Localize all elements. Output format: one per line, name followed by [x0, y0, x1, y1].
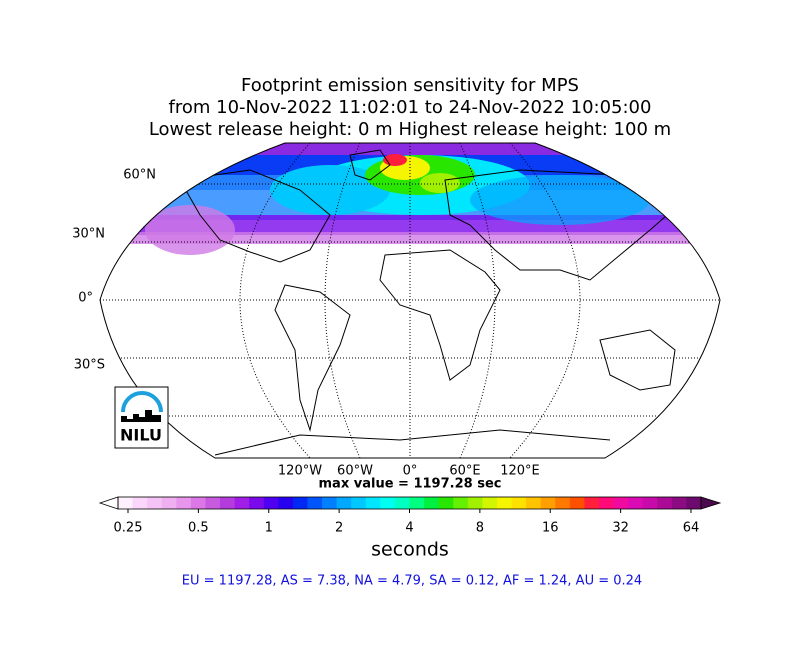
lon-label: 60°E — [449, 464, 480, 479]
lat-label: 0° — [78, 291, 93, 306]
logo-text: NILU — [120, 426, 162, 445]
logo-skyline — [121, 410, 161, 422]
colorbar-bin — [511, 497, 527, 509]
colorbar-under — [98, 496, 119, 510]
colorbar-bin — [598, 497, 615, 509]
colorbar-bin — [336, 497, 352, 509]
colorbar-over — [700, 496, 722, 510]
colorbar-label: seconds — [371, 539, 449, 561]
colorbar-bin — [569, 497, 585, 509]
graticule — [100, 143, 720, 458]
colorbar-bin — [351, 497, 367, 509]
colorbar-bin — [496, 497, 513, 509]
colorbar-bin — [220, 497, 236, 509]
lat-label: 30°N — [72, 227, 105, 242]
colorbar-bin — [234, 497, 250, 509]
colorbar-bin — [584, 497, 600, 509]
colorbar-tick-label: 8 — [476, 521, 484, 536]
colorbar-tick-label: 16 — [542, 521, 559, 536]
colorbar-bin — [628, 497, 644, 509]
colorbar-bin — [118, 497, 134, 509]
colorbar-bin — [147, 497, 163, 509]
colorbar-bin — [249, 497, 265, 509]
colorbar-bin — [613, 497, 629, 509]
colorbar-tick-label: 32 — [612, 521, 629, 536]
colorbar-bin — [671, 497, 687, 509]
region-totals: EU = 1197.28, AS = 7.38, NA = 4.79, SA =… — [182, 574, 642, 589]
colorbar-bin — [132, 497, 148, 509]
colorbar-bin — [292, 497, 308, 509]
colorbar-bin — [453, 497, 469, 509]
lon-label: 0° — [403, 464, 418, 479]
colorbar-bin — [278, 497, 294, 509]
title-line: from 10-Nov-2022 11:02:01 to 24-Nov-2022… — [169, 97, 652, 118]
logo: NILU — [114, 386, 169, 449]
colorbar: 0.25 0.5 1 2 4 8 16 32 64 — [98, 496, 722, 536]
logo-arc — [121, 391, 163, 413]
colorbar-tick-label: 1 — [265, 521, 273, 536]
colorbar-bin — [176, 497, 192, 509]
colorbar-bin — [365, 497, 381, 509]
lat-label: 30°S — [74, 358, 105, 373]
colorbar-bin — [190, 497, 206, 509]
colorbar-bin — [657, 497, 673, 509]
colorbar-tick-label: 4 — [405, 521, 413, 536]
title-line: Footprint emission sensitivity for MPS — [241, 75, 579, 96]
colorbar-bin — [526, 497, 542, 509]
sensitivity-field — [100, 143, 720, 255]
colorbar-bin — [380, 497, 396, 509]
colorbar-bin — [482, 497, 498, 509]
colorbar-bin — [409, 497, 425, 509]
lon-label: 120°W — [278, 464, 322, 479]
colorbar-tick-label: 64 — [683, 521, 700, 536]
colorbar-bin — [555, 497, 571, 509]
colorbar-bin — [438, 497, 454, 509]
colorbar-bin — [263, 497, 279, 509]
lon-label: 120°E — [500, 464, 540, 479]
colorbar-bin — [686, 497, 702, 509]
lat-label: 60°N — [123, 168, 156, 183]
colorbar-bin — [540, 497, 556, 509]
colorbar-bin — [424, 497, 440, 509]
colorbar-bin — [322, 497, 338, 509]
lon-label: 60°W — [337, 464, 373, 479]
colorbar-bin — [307, 497, 323, 509]
map — [100, 143, 720, 458]
colorbar-bin — [394, 497, 410, 509]
colorbar-tick-label: 0.25 — [114, 521, 143, 536]
colorbar-bin — [205, 497, 221, 509]
map-border — [99, 142, 721, 459]
max-value: max value = 1197.28 sec — [319, 477, 502, 492]
title-line: Lowest release height: 0 m Highest relea… — [149, 119, 671, 140]
colorbar-bin — [642, 497, 658, 509]
colorbar-bin — [161, 497, 177, 509]
colorbar-tick-label: 0.5 — [188, 521, 209, 536]
colorbar-bin — [467, 497, 483, 509]
colorbar-tick-label: 2 — [335, 521, 343, 536]
